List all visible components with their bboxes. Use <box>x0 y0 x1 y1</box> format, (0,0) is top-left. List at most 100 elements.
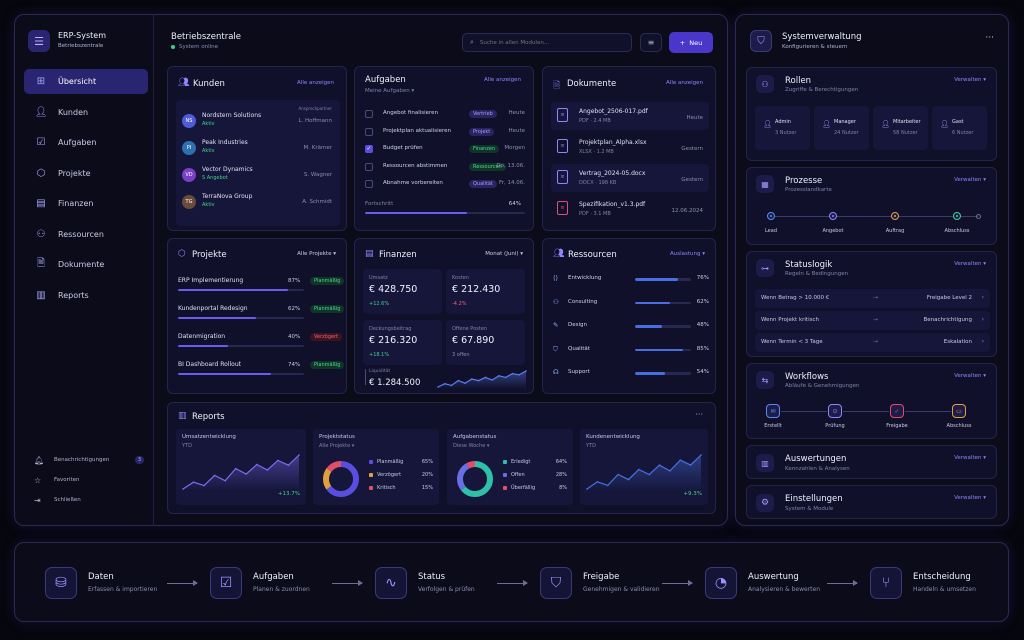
customer-row[interactable]: TG TerraNova Group Aktiv A. Schmidt <box>176 191 340 215</box>
reports-more-button[interactable]: ··· <box>695 410 703 419</box>
document-row[interactable]: ≡ Projektplan_Alpha.xlsx XLSX · 1.2 MB G… <box>551 133 709 161</box>
dokumente-title: Dokumente <box>567 79 617 89</box>
workflow-step-icon[interactable]: ▭ <box>952 404 966 418</box>
auswertungen-manage-link[interactable]: Verwalten ▾ <box>954 455 986 461</box>
legend-value: 15% <box>421 485 433 491</box>
workflow-step-icon[interactable]: ⊙ <box>828 404 842 418</box>
filter-button[interactable]: ≡ <box>640 33 662 52</box>
task-icon[interactable]: ☑ <box>210 567 242 599</box>
nav-item-0[interactable]: ⊞ Übersicht <box>24 69 148 94</box>
task-checkbox[interactable] <box>365 180 373 188</box>
einstellungen-card[interactable]: ⚙ Einstellungen System & Module Verwalte… <box>746 485 997 519</box>
workflow-step-icon[interactable]: ✓ <box>890 404 904 418</box>
task-row[interactable]: ✓ Budget prüfen Finanzen Morgen <box>365 143 527 157</box>
finance-tile[interactable]: Offene Posten € 67.890 3 offen <box>446 320 525 365</box>
nav-item-7[interactable]: ▥ Reports <box>24 283 148 308</box>
nav-item-2[interactable]: ☑ Aufgaben <box>24 130 148 155</box>
finance-tile[interactable]: Deckungsbeitrag € 216.320 +18.1% <box>363 320 442 365</box>
role-tile[interactable]: 👤︎ Admin 3 Nutzer <box>755 106 810 150</box>
prozesse-manage-link[interactable]: Verwalten ▾ <box>954 177 986 183</box>
aufgabenstatus-filter[interactable]: Diese Woche ▾ <box>453 443 490 449</box>
aufgaben-show-all-link[interactable]: Alle anzeigen <box>484 77 521 83</box>
flow-step-title: Aufgaben <box>253 572 294 582</box>
process-step-dot[interactable] <box>767 212 775 220</box>
aufgaben-filter[interactable]: Meine Aufgaben ▾ <box>365 88 415 94</box>
project-row[interactable]: ERP Implementierung 87% Planmäßig <box>178 275 345 297</box>
resource-row[interactable]: ☊ Support 54% <box>553 367 709 381</box>
nav-item-5[interactable]: ⚇ Ressourcen <box>24 222 148 247</box>
resource-row[interactable]: ⛉ Qualität 85% <box>553 344 709 358</box>
project-row[interactable]: Datenmigration 40% Verzögert <box>178 331 343 353</box>
favorites-item[interactable]: ☆ Favoriten <box>34 474 79 486</box>
dokumente-show-all-link[interactable]: Alle anzeigen <box>666 80 703 86</box>
task-row[interactable]: Projektplan aktualisieren Projekt Heute <box>365 126 527 140</box>
einstellungen-manage-link[interactable]: Verwalten ▾ <box>954 495 986 501</box>
pie-icon[interactable]: ◔ <box>705 567 737 599</box>
rule-row[interactable]: Wenn Termin < 3 Tage → Eskalation › <box>755 333 990 352</box>
role-tile[interactable]: 👤︎ Manager 24 Nutzer <box>814 106 869 150</box>
nav-item-1[interactable]: 👤︎ Kunden <box>24 100 148 125</box>
customer-row[interactable]: NS Nordstern Solutions Aktiv L. Hoffmann <box>176 110 340 134</box>
system-status: System online <box>171 44 218 50</box>
checkbox-icon: ☑ <box>36 137 46 148</box>
nav-item-3[interactable]: ⬡ Projekte <box>24 161 148 186</box>
rollen-manage-link[interactable]: Verwalten ▾ <box>954 77 986 83</box>
process-step-dot[interactable] <box>891 212 899 220</box>
rule-arrow-icon: → <box>873 294 879 301</box>
finanzen-filter[interactable]: Monat (Juni) ▾ <box>485 251 523 257</box>
resource-pct: 48% <box>696 322 709 328</box>
document-row[interactable]: ≡ Spezifikation_v1.3.pdf PDF · 3.1 MB 12… <box>551 195 709 223</box>
customer-name: TerraNova Group <box>202 193 253 200</box>
role-tile[interactable]: 👤︎ Gast 6 Nutzer <box>932 106 987 150</box>
new-button[interactable]: + Neu <box>669 32 713 53</box>
document-row[interactable]: ≡ Vertrag_2024-05.docx DOCX · 198 KB Ges… <box>551 164 709 192</box>
projekte-filter[interactable]: Alle Projekte ▾ <box>297 251 336 257</box>
project-row[interactable]: Kundenportal Redesign 62% Planmäßig <box>178 303 345 325</box>
process-step-dot[interactable] <box>829 212 837 220</box>
task-row[interactable]: Ressourcen abstimmen Ressourcen Do, 13.0… <box>365 161 527 175</box>
workflow-step-icon[interactable]: ✉ <box>766 404 780 418</box>
rule-row[interactable]: Wenn Betrag > 10.000 € → Freigabe Level … <box>755 289 990 308</box>
close-item[interactable]: ⇥ Schließen <box>34 494 81 506</box>
resource-row[interactable]: ⟨⟩ Entwicklung 76% <box>553 273 709 287</box>
kunden-show-all-link[interactable]: Alle anzeigen <box>297 80 334 86</box>
search-box[interactable]: ⌕ <box>462 33 632 52</box>
kunden-chart-title: Kundenentwicklung <box>586 434 640 440</box>
rule-row[interactable]: Wenn Projekt kritisch → Benachrichtigung… <box>755 311 990 330</box>
liquidity-point <box>498 375 500 377</box>
task-checkbox[interactable] <box>365 162 373 171</box>
customer-row[interactable]: VD Vector Dynamics S Angebot S. Wagner <box>176 164 340 188</box>
workflows-manage-link[interactable]: Verwalten ▾ <box>954 373 986 379</box>
document-row[interactable]: ≡ Angebot_2506-017.pdf PDF · 2.4 MB Heut… <box>551 102 709 130</box>
statuslogik-manage-link[interactable]: Verwalten ▾ <box>954 261 986 267</box>
nav-item-6[interactable]: 🗎 Dokumente <box>24 252 148 277</box>
search-input[interactable] <box>479 39 620 46</box>
legend-label: Überfällig <box>511 485 536 491</box>
project-pct: 87% <box>288 278 301 284</box>
branch-icon[interactable]: ⑂ <box>870 567 902 599</box>
task-checkbox[interactable]: ✓ <box>365 145 373 153</box>
ressourcen-filter[interactable]: Auslastung ▾ <box>669 251 705 257</box>
task-checkbox[interactable] <box>365 110 373 118</box>
role-tile[interactable]: 👤︎ Mitarbeiter 58 Nutzer <box>873 106 928 150</box>
auswertungen-title: Auswertungen <box>785 454 847 464</box>
notifications-item[interactable]: 🔔︎ Benachrichtigungen 3 <box>34 454 144 466</box>
finance-tile[interactable]: Kosten € 212.430 -4.2% <box>446 269 525 314</box>
project-row[interactable]: BI Dashboard Rollout 74% Planmäßig <box>178 359 345 381</box>
auswertungen-card[interactable]: ▥ Auswertungen Kennzahlen & Analysen Ver… <box>746 445 997 479</box>
task-row[interactable]: Abnahme vorbereiten Qualität Fr, 14.06. <box>365 178 527 192</box>
database-icon[interactable]: ⛁ <box>45 567 77 599</box>
customer-row[interactable]: PI Peak Industries Aktiv M. Krämer <box>176 137 340 161</box>
system-more-button[interactable]: ··· <box>985 33 994 43</box>
task-row[interactable]: Angebot finalisieren Vertrieb Heute <box>365 108 527 122</box>
pulse-icon[interactable]: ∿ <box>375 567 407 599</box>
process-step-dot[interactable] <box>953 212 961 220</box>
projektstatus-filter[interactable]: Alle Projekte ▾ <box>319 443 355 449</box>
shield-check-icon[interactable]: ⛉ <box>540 567 572 599</box>
customer-status: Aktiv <box>202 202 215 208</box>
task-checkbox[interactable] <box>365 127 373 136</box>
finance-tile[interactable]: Umsatz € 428.750 +12.6% <box>363 269 442 314</box>
resource-row[interactable]: ✎ Design 48% <box>553 320 709 334</box>
resource-row[interactable]: ⚇ Consulting 62% <box>553 297 709 311</box>
nav-item-4[interactable]: ▤ Finanzen <box>24 191 148 216</box>
